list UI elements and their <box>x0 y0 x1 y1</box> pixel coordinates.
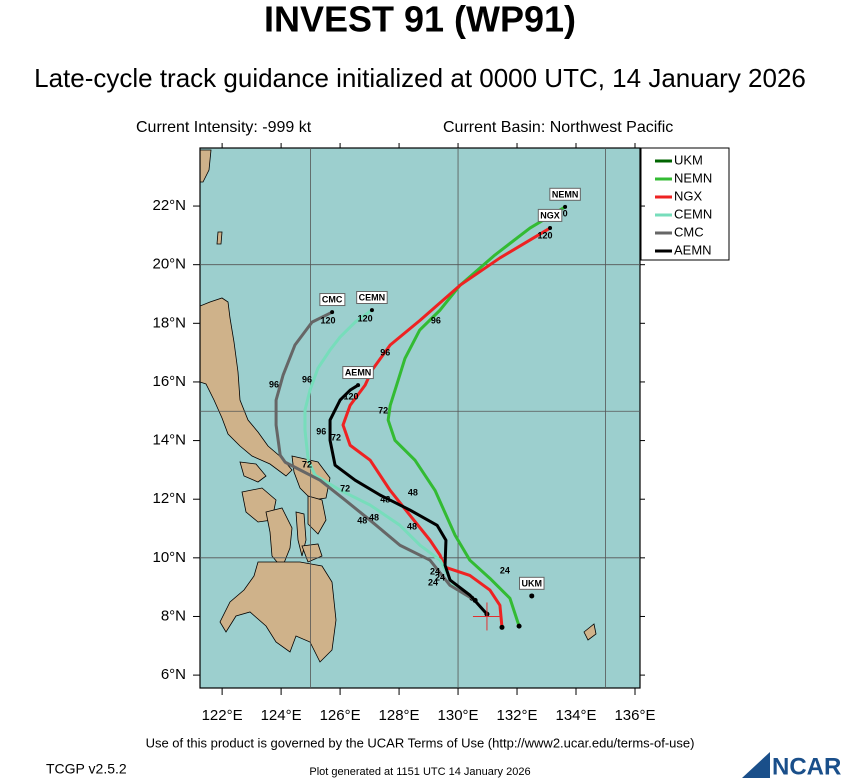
end-dot <box>356 383 361 388</box>
end-dot <box>369 308 374 313</box>
overlay <box>200 148 640 688</box>
legend-label: NEMN <box>674 170 712 185</box>
y-tick-label: 18°N <box>152 314 186 331</box>
x-tick-label: 132°E <box>497 707 538 724</box>
hour-label: 96 <box>269 380 279 390</box>
hour-label: 120 <box>538 230 553 240</box>
hour-label: 96 <box>431 315 441 325</box>
hour-label: 24 <box>500 566 510 576</box>
legend-label: CEMN <box>674 206 712 221</box>
legend-label: AEMN <box>674 242 712 257</box>
y-tick-label: 6°N <box>161 666 186 683</box>
x-tick-label: 126°E <box>320 707 361 724</box>
model-tag-box <box>319 293 346 307</box>
model-tag-box <box>537 208 563 222</box>
track <box>303 308 473 600</box>
x-tick-label: 128°E <box>379 707 420 724</box>
title: INVEST 91 (WP91) <box>264 0 576 40</box>
hour-label: 24 <box>428 578 438 588</box>
hour-label: 120 <box>358 314 373 324</box>
hour-label: 72 <box>378 406 388 416</box>
track <box>328 383 489 616</box>
legend <box>640 147 730 261</box>
model-tag-box <box>549 187 581 201</box>
model-tag-box <box>342 366 374 380</box>
track <box>274 310 476 602</box>
model-tag: UKM <box>522 578 543 588</box>
x-tick-label: 136°E <box>614 707 655 724</box>
hour-label: 96 <box>316 426 326 436</box>
end-dot <box>548 226 553 231</box>
map-frame <box>199 147 641 689</box>
start-dot <box>499 624 505 630</box>
terms: Use of this product is governed by the U… <box>146 735 695 750</box>
hour-label: 24 <box>435 573 445 583</box>
land <box>200 149 597 663</box>
start-dot <box>516 623 522 629</box>
intensity: Current Intensity: -999 kt <box>136 119 312 136</box>
x-tick-label: 130°E <box>438 707 479 724</box>
end-dot <box>529 593 534 598</box>
legend-label: CMC <box>674 224 704 239</box>
model-tag: NEMN <box>552 189 579 199</box>
hour-label: 48 <box>380 494 390 504</box>
y-tick-label: 16°N <box>152 373 186 390</box>
hour-label: 48 <box>407 522 417 532</box>
y-tick-label: 20°N <box>152 256 186 273</box>
track <box>341 226 551 628</box>
hour-label: 48 <box>369 513 379 523</box>
model-tag: CMC <box>322 295 343 305</box>
x-tick-label: 134°E <box>555 707 596 724</box>
basin: Current Basin: Northwest Pacific <box>443 119 673 136</box>
model-tag: NGX <box>540 210 560 220</box>
hour-label: 72 <box>331 433 341 443</box>
legend-label: NGX <box>674 188 703 203</box>
y-tick-label: 10°N <box>152 549 186 566</box>
logo: NCAR <box>772 753 841 780</box>
end-dot <box>330 310 335 315</box>
hour-label: 72 <box>340 484 350 494</box>
hour-label: 24 <box>430 567 440 577</box>
model-tag-box <box>356 290 388 304</box>
hour-label: 48 <box>408 488 418 498</box>
version: TCGP v2.5.2 <box>46 761 127 777</box>
y-tick-label: 12°N <box>152 490 186 507</box>
model-tag-box <box>519 576 545 590</box>
end-dot <box>563 204 568 209</box>
y-tick-label: 22°N <box>152 197 186 214</box>
x-tick-label: 124°E <box>261 707 302 724</box>
model-tag: AEMN <box>345 368 372 378</box>
hour-label: 120 <box>343 392 358 402</box>
x-tick-label: 122°E <box>202 707 243 724</box>
hour-label: 48 <box>357 516 367 526</box>
y-tick-label: 14°N <box>152 432 186 449</box>
hour-label: 120 <box>320 315 335 325</box>
generated: Plot generated at 1151 UTC 14 January 20… <box>309 766 530 778</box>
hour-label: 96 <box>380 348 390 358</box>
subtitle: Late-cycle track guidance initialized at… <box>34 63 806 93</box>
y-tick-label: 8°N <box>161 607 186 624</box>
hour-label: 96 <box>302 375 312 385</box>
legend-label: UKM <box>674 152 703 167</box>
hour-label: 72 <box>302 460 312 470</box>
logo-mark <box>742 752 770 778</box>
model-tag: CEMN <box>359 292 386 302</box>
